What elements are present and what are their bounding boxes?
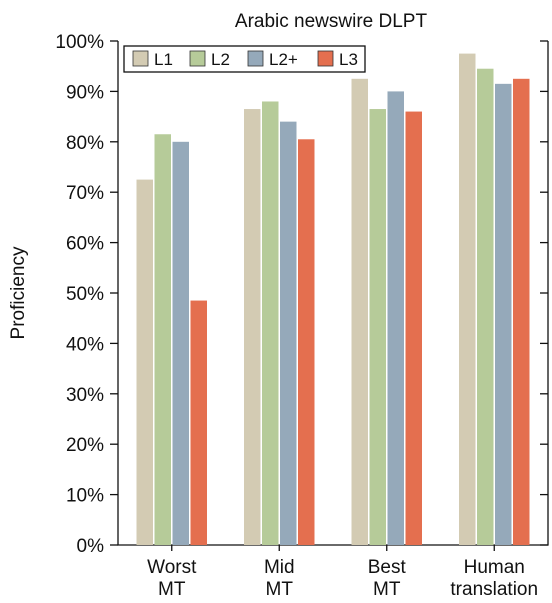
category-label: translation [450, 579, 538, 600]
y-tick-label: 70% [66, 183, 104, 204]
category-label: MT [266, 579, 294, 600]
y-tick-label: 80% [66, 133, 104, 154]
category-label: MT [158, 579, 186, 600]
legend-swatch [132, 50, 149, 67]
category-label: Best [368, 557, 407, 578]
bar [387, 91, 404, 546]
legend-label: L2+ [269, 50, 298, 69]
y-tick-label: 30% [66, 385, 104, 406]
bar [513, 78, 530, 546]
y-tick-label: 20% [66, 435, 104, 456]
bar [405, 111, 422, 545]
bar [298, 139, 315, 545]
y-tick-label: 60% [66, 234, 104, 255]
legend-swatch [317, 50, 334, 67]
legend-label: L3 [339, 50, 358, 69]
y-tick-label: 100% [55, 32, 104, 53]
legend-label: L2 [211, 50, 230, 69]
bar [154, 134, 171, 546]
legend-swatch [189, 50, 206, 67]
y-tick-label: 10% [66, 486, 104, 507]
bar [369, 109, 386, 545]
chart-title: Arabic newswire DLPT [235, 11, 428, 32]
category-label: Worst [147, 557, 197, 578]
y-tick-label: 50% [66, 284, 104, 305]
y-tick-label: 90% [66, 82, 104, 103]
category-label: Mid [264, 557, 295, 578]
category-label: Human [464, 557, 525, 578]
legend-label: L1 [154, 50, 173, 69]
category-label: MT [373, 579, 401, 600]
bar [244, 109, 261, 545]
bar [136, 179, 153, 545]
bar [477, 68, 494, 545]
plot-area: 0%10%20%30%40%50%60%70%80%90%100%WorstMT… [55, 32, 549, 600]
bar [190, 300, 207, 545]
y-tick-label: 40% [66, 334, 104, 355]
bar [280, 121, 297, 545]
y-axis-label: Proficiency [8, 246, 29, 339]
legend-swatch [247, 50, 264, 67]
bar [262, 101, 279, 545]
bar [351, 78, 368, 546]
y-tick-label: 0% [77, 536, 105, 557]
bar [172, 141, 189, 546]
bar [495, 83, 512, 545]
bar [459, 53, 476, 545]
